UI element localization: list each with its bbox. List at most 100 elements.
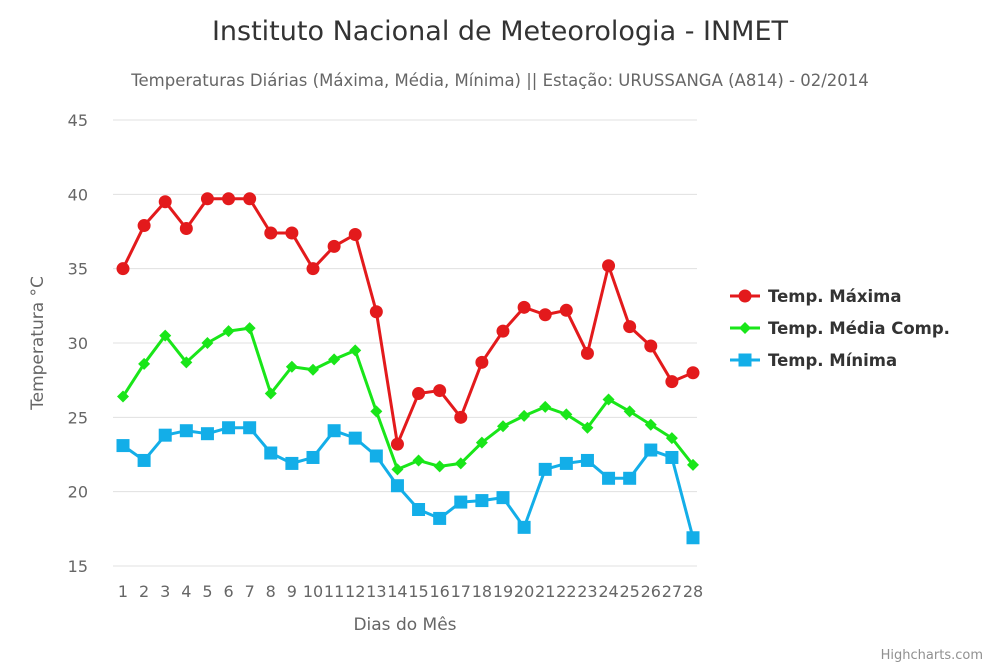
data-point <box>517 520 531 534</box>
data-point <box>687 458 699 471</box>
x-tick-label: 7 <box>245 582 255 601</box>
data-point <box>623 405 636 418</box>
data-point <box>497 420 509 433</box>
y-tick-label: 30 <box>68 334 88 353</box>
data-point <box>559 303 573 317</box>
y-tick-label: 15 <box>68 557 88 576</box>
data-point <box>623 320 637 334</box>
data-point <box>243 192 257 206</box>
data-point <box>327 424 341 438</box>
data-point <box>158 428 172 442</box>
data-point <box>686 366 700 380</box>
x-tick-label: 1 <box>118 582 128 601</box>
x-tick-label: 19 <box>493 582 513 601</box>
legend: Temp. Máxima Temp. Média Comp. Temp. Mínim… <box>730 287 950 370</box>
data-point <box>644 418 657 431</box>
data-point <box>327 239 341 253</box>
legend-marker <box>738 289 752 303</box>
data-point <box>328 353 341 366</box>
data-point <box>200 427 214 441</box>
data-point <box>137 453 151 467</box>
data-point <box>433 460 446 473</box>
data-point <box>454 410 468 424</box>
data-point <box>222 192 236 206</box>
data-point <box>116 262 130 276</box>
data-point <box>348 431 362 445</box>
data-point <box>264 226 278 240</box>
data-point <box>370 405 383 418</box>
data-point <box>580 453 594 467</box>
legend-label: Temp. Média Comp. <box>768 319 950 338</box>
data-point <box>475 494 489 508</box>
x-tick-label: 5 <box>202 582 212 601</box>
series-line <box>121 326 695 471</box>
chart-subtitle: Temperaturas Diárias (Máxima, Média, Mín… <box>130 71 869 90</box>
x-tick-label: 12 <box>345 582 365 601</box>
x-tick-label: 9 <box>287 582 297 601</box>
data-point <box>306 450 320 464</box>
data-point <box>665 375 679 389</box>
data-point <box>475 436 488 449</box>
data-point <box>264 387 277 400</box>
x-tick-label: 28 <box>683 582 703 601</box>
data-point <box>412 454 425 467</box>
gridlines <box>113 119 697 567</box>
legend-item[interactable]: Temp. Média Comp. <box>730 319 950 338</box>
x-tick-label: 24 <box>598 582 618 601</box>
x-tick-label: 2 <box>139 582 149 601</box>
data-point <box>538 462 552 476</box>
x-tick-label: 8 <box>266 582 276 601</box>
chart-title: Instituto Nacional de Meteorologia - INM… <box>212 16 789 47</box>
data-point <box>580 346 594 360</box>
data-point <box>222 325 235 338</box>
data-point <box>307 363 319 376</box>
data-point <box>180 356 193 369</box>
data-point <box>623 471 637 485</box>
data-point <box>179 424 193 438</box>
data-point <box>264 446 278 460</box>
data-point <box>348 227 362 241</box>
data-point <box>137 219 151 233</box>
data-point <box>454 495 468 509</box>
x-tick-label: 22 <box>556 582 576 601</box>
y-axis-title: Temperatura °C <box>28 276 48 411</box>
data-point <box>369 449 383 463</box>
legend-item[interactable]: Temp. Mínima <box>730 351 897 370</box>
data-point <box>243 421 257 435</box>
data-point <box>475 355 489 369</box>
data-point <box>559 456 573 470</box>
data-point <box>602 393 615 406</box>
legend-label: Temp. Mínima <box>768 351 897 370</box>
data-point <box>538 308 552 322</box>
data-point <box>665 450 679 464</box>
x-tick-label: 13 <box>366 582 386 601</box>
series-line <box>122 426 695 539</box>
x-tick-label: 20 <box>514 582 534 601</box>
series-group <box>116 192 700 545</box>
y-tick-label: 40 <box>68 185 88 204</box>
data-point <box>391 463 404 476</box>
data-point <box>644 339 658 353</box>
data-point <box>644 443 658 457</box>
data-point <box>602 471 616 485</box>
x-tick-label: 26 <box>641 582 661 601</box>
x-tick-label: 15 <box>408 582 428 601</box>
data-point <box>665 432 678 445</box>
y-tick-label: 20 <box>68 483 88 502</box>
y-tick-label: 35 <box>68 260 88 279</box>
series-line <box>121 197 694 446</box>
legend-marker <box>738 353 752 367</box>
x-axis-ticks: 1 2 3 4 5 6 7 8 9 10 11 12 13 14 15 16 17 18 19 20 21 22 23 24 2… <box>118 582 703 601</box>
x-tick-label: 6 <box>223 582 233 601</box>
data-point <box>412 387 426 401</box>
data-point <box>285 226 299 240</box>
data-point <box>158 195 172 209</box>
credits-link[interactable]: Highcharts.com <box>881 648 983 663</box>
legend-marker <box>739 322 751 334</box>
data-point <box>116 439 130 453</box>
x-tick-label: 4 <box>181 582 191 601</box>
data-point <box>412 503 426 517</box>
x-tick-label: 11 <box>324 582 344 601</box>
legend-item[interactable]: Temp. Máxima <box>730 287 901 306</box>
